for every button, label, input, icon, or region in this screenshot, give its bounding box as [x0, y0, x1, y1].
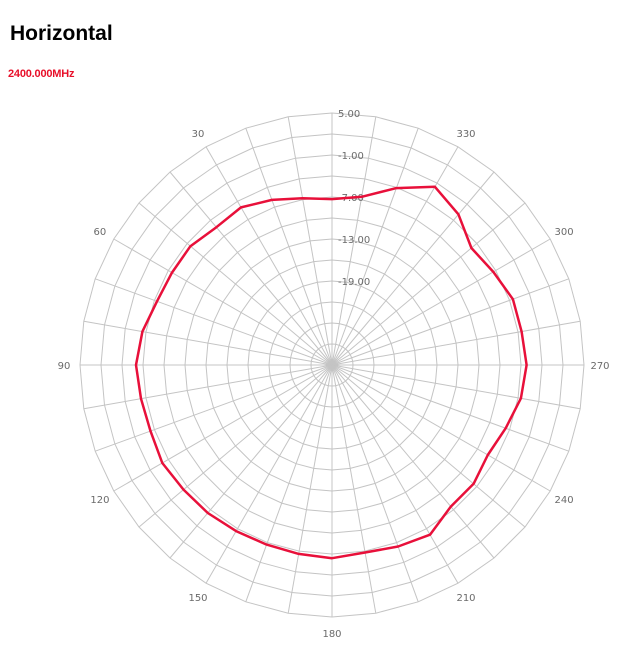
- grid-spoke: [331, 202, 526, 366]
- grid-spoke: [331, 364, 419, 602]
- grid-spoke: [245, 364, 333, 602]
- angle-tick-label: 150: [188, 593, 207, 604]
- angle-tick-label: 90: [58, 361, 71, 372]
- grid-spoke: [331, 128, 419, 366]
- chart-title: Horizontal: [10, 22, 113, 45]
- grid-spoke: [83, 364, 333, 410]
- grid-spoke: [205, 364, 333, 584]
- grid-spoke: [113, 238, 333, 366]
- angle-tick-labels: 30 60 90 120 150 180 210 240 270 300 330: [58, 129, 610, 640]
- grid-spoke: [331, 364, 569, 452]
- angle-tick-label: 240: [555, 495, 574, 506]
- grid-spoke: [331, 364, 551, 492]
- radial-tick-label: -1.00: [338, 151, 364, 162]
- series-layer: [134, 185, 528, 560]
- angle-tick-label: 330: [456, 129, 475, 140]
- angle-tick-label: 300: [555, 227, 574, 238]
- polar-grid: [79, 112, 585, 618]
- grid-spoke: [331, 364, 459, 584]
- grid-spoke: [95, 278, 333, 366]
- angle-tick-label: 270: [590, 361, 609, 372]
- radial-tick-label: 5.00: [338, 109, 360, 120]
- grid-spoke: [331, 364, 495, 559]
- grid-spoke: [331, 171, 495, 366]
- radial-tick-label: -13.00: [338, 235, 370, 246]
- angle-tick-label: 60: [94, 227, 107, 238]
- grid-spoke: [169, 364, 333, 559]
- series-label: 2400.000MHz: [8, 68, 75, 80]
- grid-spoke: [331, 364, 377, 614]
- grid-spoke: [331, 364, 526, 528]
- grid-spoke: [138, 202, 333, 366]
- grid-spoke: [287, 364, 333, 614]
- series-line: [134, 185, 528, 560]
- grid-spoke: [205, 146, 333, 366]
- grid-spoke: [331, 278, 569, 366]
- grid-spoke: [95, 364, 333, 452]
- angle-tick-label: 30: [192, 129, 205, 140]
- angle-tick-label: 210: [456, 593, 475, 604]
- angle-tick-label: 180: [322, 629, 341, 640]
- grid-spoke: [331, 238, 551, 366]
- grid-spoke: [169, 171, 333, 366]
- radial-tick-label: -19.00: [338, 277, 370, 288]
- grid-spoke: [331, 146, 459, 366]
- grid-spoke: [287, 116, 333, 366]
- grid-spoke: [113, 364, 333, 492]
- grid-spoke: [331, 116, 377, 366]
- grid-spoke: [138, 364, 333, 528]
- angle-tick-label: 120: [90, 495, 109, 506]
- grid-spoke: [331, 364, 581, 410]
- grid-spoke: [245, 128, 333, 366]
- grid-spoke: [83, 320, 333, 366]
- grid-spoke: [331, 320, 581, 366]
